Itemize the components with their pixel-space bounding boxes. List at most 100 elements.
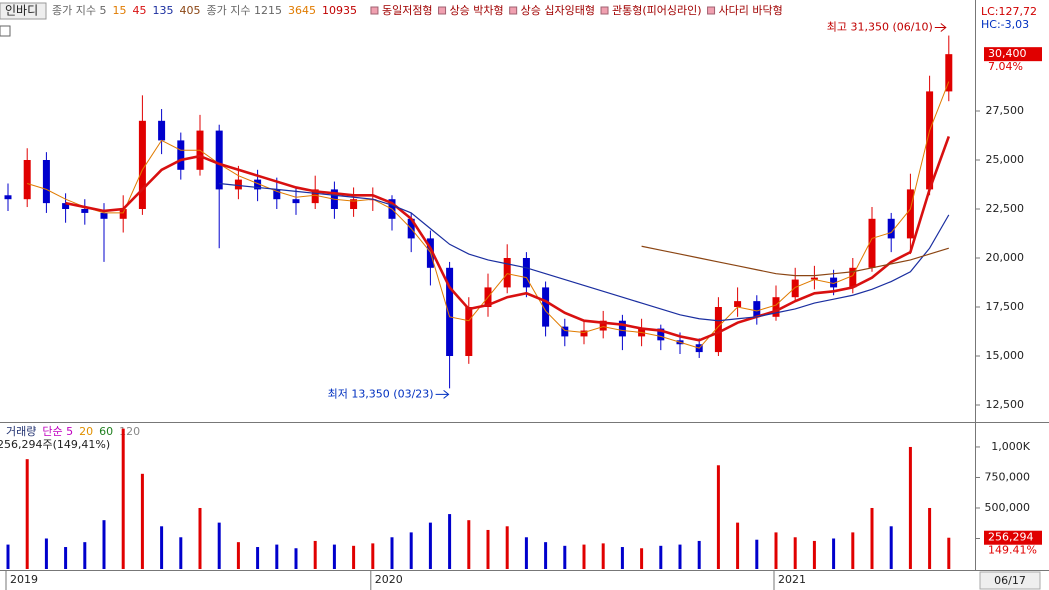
- pattern-label: 상승 십자잉태형: [521, 4, 595, 17]
- candle-body: [81, 209, 89, 213]
- volume-bar: [640, 548, 644, 569]
- volume-bar: [448, 514, 452, 569]
- volume-bar: [428, 522, 432, 569]
- x-tick-label: 2021: [778, 573, 806, 586]
- pattern-icon: [438, 6, 447, 15]
- candle-body: [906, 189, 914, 239]
- volume-bar: [140, 473, 144, 569]
- volume-bar: [390, 537, 394, 569]
- y-tick-label: 1,000K: [991, 440, 1030, 453]
- y-tick-label: 15,000: [986, 349, 1025, 362]
- moving-average: [219, 182, 950, 322]
- candle-body: [4, 195, 12, 200]
- volume-bar: [371, 543, 375, 569]
- candle-body: [849, 267, 857, 288]
- candle-body: [292, 199, 300, 204]
- volume-bar: [928, 507, 932, 569]
- pattern-icon: [370, 6, 379, 15]
- candle-body: [714, 307, 722, 353]
- volume-bar: [524, 537, 528, 569]
- candle-body: [734, 301, 742, 308]
- moving-average: [27, 81, 950, 349]
- volume-bar: [409, 532, 413, 569]
- y-tick-label: 500,000: [985, 501, 1031, 514]
- volume-bar: [659, 545, 663, 569]
- candle-body: [311, 189, 319, 204]
- volume-bar: [256, 547, 260, 569]
- volume-legend-title: 거래량: [6, 425, 36, 438]
- x-tick-label: 2020: [375, 573, 403, 586]
- volume-bar: [755, 539, 759, 569]
- arrow: [934, 23, 947, 32]
- volume-bar: [793, 537, 797, 569]
- pattern-label: 동일저점형: [382, 3, 433, 17]
- candle-body: [465, 307, 473, 357]
- volume-bar: [179, 537, 183, 569]
- volume-bar: [870, 507, 874, 569]
- current-date: 06/17: [994, 574, 1026, 587]
- volume-bar: [697, 540, 701, 569]
- stock-name: 인바디: [5, 4, 38, 18]
- volume-bar: [236, 542, 240, 569]
- candle-body: [868, 218, 876, 268]
- y-tick-label: 25,000: [986, 153, 1025, 166]
- candle-body: [791, 279, 799, 298]
- candle-body: [753, 301, 761, 317]
- candle-body: [158, 120, 166, 141]
- volume-summary: 256,294주(149,41%): [0, 438, 110, 451]
- y-tick-label: 27,500: [986, 104, 1025, 117]
- legend-entry: 405: [179, 4, 200, 17]
- volume-bar: [947, 537, 951, 569]
- volume-bar: [544, 542, 548, 569]
- volume-legend-entry: 단순 5: [42, 425, 73, 438]
- volume-bar: [121, 428, 125, 569]
- pattern-label: 관통형(피어싱라인): [612, 4, 702, 17]
- volume-bar: [812, 540, 816, 569]
- volume-bar: [44, 538, 48, 569]
- volume-bar: [736, 522, 740, 569]
- moving-average: [641, 245, 949, 277]
- volume-bar: [505, 526, 509, 569]
- pattern-icon: [509, 6, 518, 15]
- volume-bar: [889, 526, 893, 569]
- volume-bar: [275, 544, 279, 569]
- volume-bar: [832, 538, 836, 569]
- candle-body: [254, 179, 262, 190]
- volume-bar: [313, 540, 317, 569]
- change-label: 7.04%: [988, 60, 1023, 73]
- pattern-icon: [600, 6, 609, 15]
- volume-bar: [160, 526, 164, 569]
- volume-bar: [908, 446, 912, 569]
- candle-body: [618, 320, 626, 337]
- moving-average: [65, 136, 951, 342]
- lc-label: LC:127,72: [981, 5, 1037, 18]
- legend-entry: 135: [152, 4, 173, 17]
- volume-bar: [25, 459, 29, 569]
- y-tick-label: 17,500: [986, 300, 1025, 313]
- last-price-label: 30,400: [988, 47, 1027, 60]
- volume-bar: [217, 522, 221, 569]
- y-tick-label: 12,500: [986, 398, 1025, 411]
- volume-legend-entry: 60: [99, 425, 113, 438]
- title-box[interactable]: [0, 2, 47, 20]
- table-icon[interactable]: [0, 25, 11, 37]
- volume-bar: [6, 544, 10, 569]
- candle-body: [599, 320, 607, 331]
- candle-body: [350, 199, 358, 210]
- volume-bar: [332, 544, 336, 569]
- volume-bar: [294, 548, 298, 569]
- volume-bar: [64, 547, 68, 569]
- y-tick-label: 22,500: [986, 202, 1025, 215]
- last-volume-label: 256,294: [988, 531, 1034, 544]
- volume-bar: [83, 542, 87, 569]
- volume-bar: [678, 544, 682, 569]
- candle-body: [273, 189, 281, 200]
- candle-body: [234, 179, 242, 190]
- candle-body: [177, 140, 185, 170]
- arrow: [435, 389, 450, 399]
- volume-bar: [563, 545, 567, 569]
- legend-label: 종가 지수 5: [52, 4, 106, 17]
- volume-bar: [620, 547, 624, 569]
